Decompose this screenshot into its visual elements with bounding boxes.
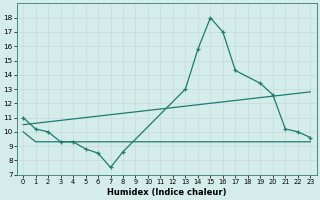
X-axis label: Humidex (Indice chaleur): Humidex (Indice chaleur) [107, 188, 227, 197]
